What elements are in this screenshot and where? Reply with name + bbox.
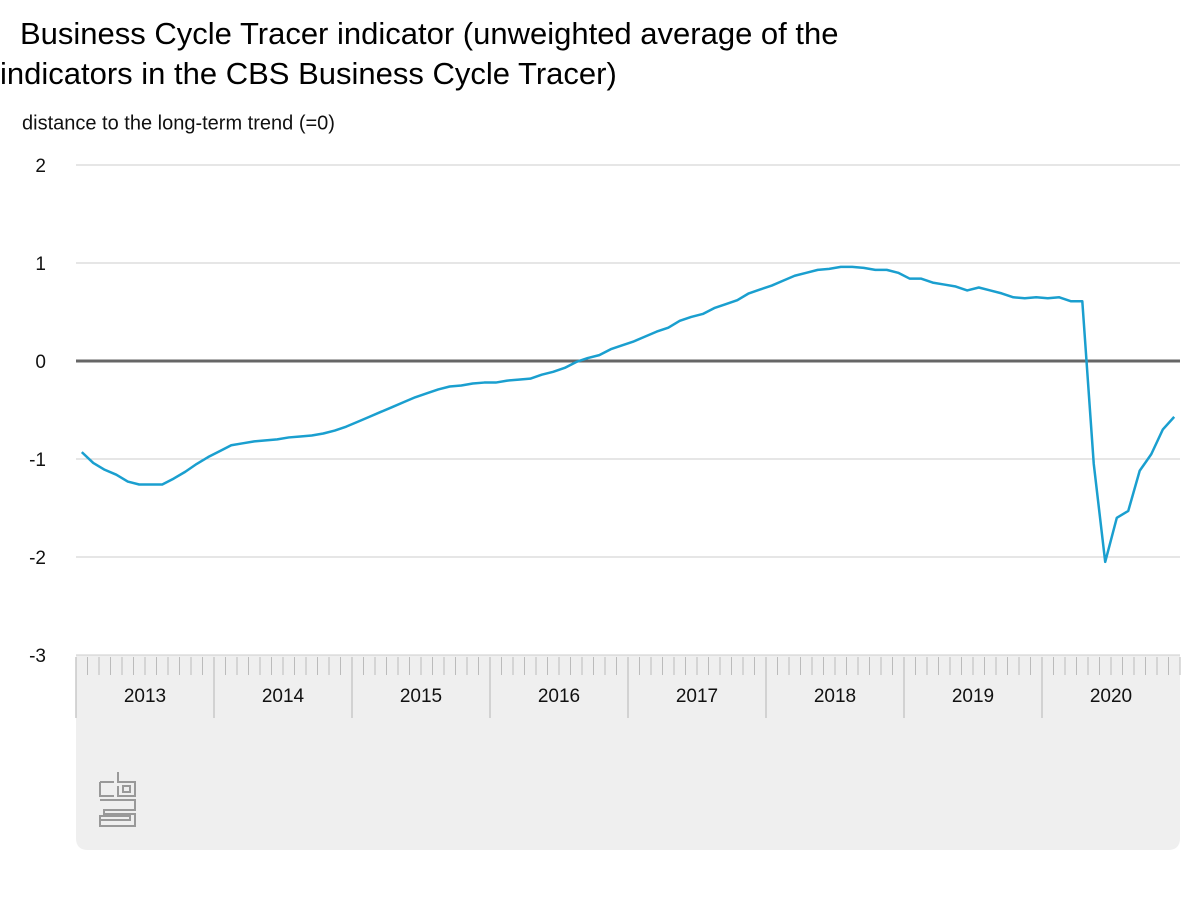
y-tick-label: -1	[29, 450, 46, 471]
x-tick-label: 2016	[538, 686, 580, 707]
y-tick-label: 0	[35, 352, 46, 373]
x-tick-label: 2014	[262, 686, 305, 707]
chart-subtitle: distance to the long-term trend (=0)	[22, 112, 335, 134]
x-tick-label: 2018	[814, 686, 856, 707]
y-tick-label: -3	[29, 646, 46, 667]
logo	[99, 772, 136, 827]
chart-title: Business Cycle Tracer indicator (unweigh…	[0, 16, 839, 91]
y-tick-label: -2	[29, 548, 46, 569]
y-tick-label: 2	[35, 156, 46, 177]
x-tick-label: 2020	[1090, 686, 1132, 707]
x-tick-label: 2017	[676, 686, 718, 707]
data-line	[80, 265, 1176, 564]
x-tick-label: 2013	[124, 686, 166, 707]
y-tick-label: 1	[35, 254, 46, 275]
x-tick-label: 2019	[952, 686, 994, 707]
x-tick-label: 2015	[400, 686, 442, 707]
